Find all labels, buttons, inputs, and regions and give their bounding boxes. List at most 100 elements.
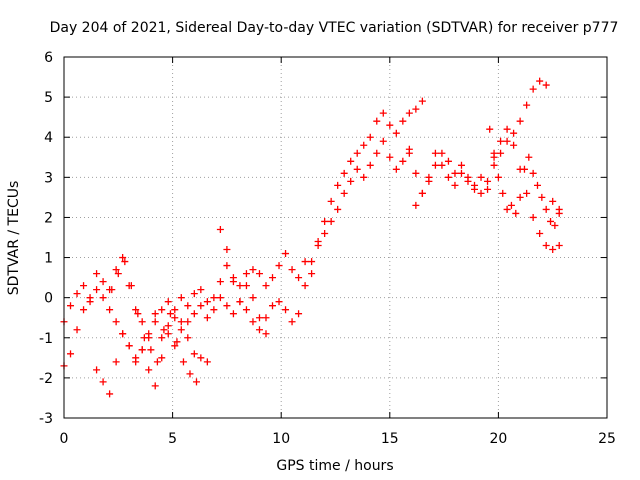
- data-point: [99, 278, 107, 286]
- data-point: [412, 105, 420, 113]
- data-point: [308, 258, 316, 266]
- data-point: [112, 358, 120, 366]
- data-point: [386, 121, 394, 129]
- data-point: [295, 274, 303, 282]
- data-point: [282, 306, 290, 314]
- data-point: [334, 205, 342, 213]
- data-point: [190, 310, 198, 318]
- data-point: [151, 382, 159, 390]
- data-point: [223, 246, 231, 254]
- series-track-8: [486, 125, 563, 229]
- data-point: [321, 229, 329, 237]
- data-point: [171, 306, 179, 314]
- data-point: [223, 262, 231, 270]
- data-point: [477, 173, 485, 181]
- data-point: [173, 338, 181, 346]
- data-point: [340, 189, 348, 197]
- data-point: [477, 189, 485, 197]
- data-point: [288, 266, 296, 274]
- data-point: [210, 294, 218, 302]
- x-tick-label: 0: [60, 431, 69, 447]
- data-point: [405, 149, 413, 157]
- data-point: [203, 358, 211, 366]
- data-point: [132, 306, 140, 314]
- data-point: [255, 270, 263, 278]
- data-point: [249, 294, 257, 302]
- data-point: [379, 137, 387, 145]
- data-point: [499, 189, 507, 197]
- data-point: [507, 201, 515, 209]
- data-point: [249, 266, 257, 274]
- data-point: [242, 282, 250, 290]
- data-point: [164, 298, 172, 306]
- data-point: [73, 290, 81, 298]
- data-point: [510, 141, 518, 149]
- data-point: [138, 346, 146, 354]
- data-point: [158, 354, 166, 362]
- data-point: [547, 217, 555, 225]
- data-point: [536, 229, 544, 237]
- data-point: [301, 258, 309, 266]
- data-point: [533, 181, 541, 189]
- data-point: [301, 282, 309, 290]
- data-point: [379, 109, 387, 117]
- data-point: [347, 157, 355, 165]
- data-point: [275, 262, 283, 270]
- data-point: [275, 298, 283, 306]
- data-point: [134, 310, 142, 318]
- data-point: [418, 189, 426, 197]
- x-tick-label: 15: [381, 431, 399, 447]
- y-tick-label: 5: [44, 90, 53, 106]
- data-point: [151, 318, 159, 326]
- data-point: [121, 258, 129, 266]
- data-point: [216, 225, 224, 233]
- data-point: [555, 205, 563, 213]
- data-point: [93, 366, 101, 374]
- data-point: [99, 294, 107, 302]
- grid: [64, 57, 607, 418]
- data-point: [494, 173, 502, 181]
- data-point: [145, 366, 153, 374]
- data-point: [255, 314, 263, 322]
- data-point: [93, 270, 101, 278]
- data-point: [525, 153, 533, 161]
- data-point: [386, 153, 394, 161]
- data-point: [210, 306, 218, 314]
- data-point: [520, 165, 528, 173]
- data-point: [412, 201, 420, 209]
- data-point: [86, 298, 94, 306]
- data-point: [360, 173, 368, 181]
- y-tick-label: 6: [44, 50, 53, 66]
- data-point: [164, 322, 172, 330]
- data-point: [236, 282, 244, 290]
- data-point: [179, 358, 187, 366]
- data-point: [360, 141, 368, 149]
- data-point: [327, 197, 335, 205]
- data-point: [523, 189, 531, 197]
- data-point: [282, 250, 290, 258]
- data-point: [327, 217, 335, 225]
- data-point: [340, 169, 348, 177]
- data-point: [216, 294, 224, 302]
- data-point: [158, 306, 166, 314]
- data-point: [186, 370, 194, 378]
- data-point: [444, 157, 452, 165]
- data-point: [418, 97, 426, 105]
- data-point: [373, 117, 381, 125]
- data-point: [127, 282, 135, 290]
- data-point: [451, 169, 459, 177]
- data-point: [67, 302, 75, 310]
- data-point: [108, 286, 116, 294]
- data-point: [140, 334, 148, 342]
- x-tick-label: 10: [272, 431, 290, 447]
- data-point: [158, 334, 166, 342]
- data-point: [444, 173, 452, 181]
- data-point: [412, 169, 420, 177]
- data-point: [190, 290, 198, 298]
- y-tick-label: -3: [39, 411, 53, 427]
- data-point: [177, 326, 185, 334]
- data-point: [73, 326, 81, 334]
- plot-frame: [63, 56, 608, 419]
- data-point: [314, 242, 322, 250]
